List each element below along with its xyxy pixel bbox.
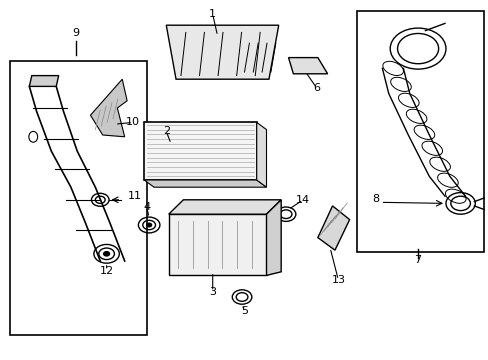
Circle shape xyxy=(103,252,109,256)
Text: 4: 4 xyxy=(143,202,150,212)
Text: 5: 5 xyxy=(241,306,247,316)
Polygon shape xyxy=(168,214,266,275)
Text: 2: 2 xyxy=(163,126,169,136)
Polygon shape xyxy=(256,122,266,187)
Polygon shape xyxy=(168,200,281,214)
Text: 12: 12 xyxy=(100,266,113,276)
Polygon shape xyxy=(266,200,281,275)
Bar xyxy=(10,61,146,335)
Polygon shape xyxy=(317,206,349,250)
Bar xyxy=(356,11,483,252)
Text: 10: 10 xyxy=(126,117,140,127)
Polygon shape xyxy=(144,180,266,187)
Polygon shape xyxy=(29,76,59,86)
Polygon shape xyxy=(288,58,327,74)
Polygon shape xyxy=(90,79,127,137)
Text: 11: 11 xyxy=(128,191,142,201)
Text: 13: 13 xyxy=(331,275,345,285)
Bar xyxy=(144,122,256,180)
Text: 14: 14 xyxy=(296,195,309,205)
Text: 8: 8 xyxy=(371,194,378,204)
Text: 1: 1 xyxy=(209,9,216,19)
Polygon shape xyxy=(166,25,278,79)
Text: 7: 7 xyxy=(414,255,421,265)
Text: 3: 3 xyxy=(209,287,216,297)
Text: 9: 9 xyxy=(72,28,79,38)
Circle shape xyxy=(146,223,151,227)
Text: 6: 6 xyxy=(313,83,320,93)
